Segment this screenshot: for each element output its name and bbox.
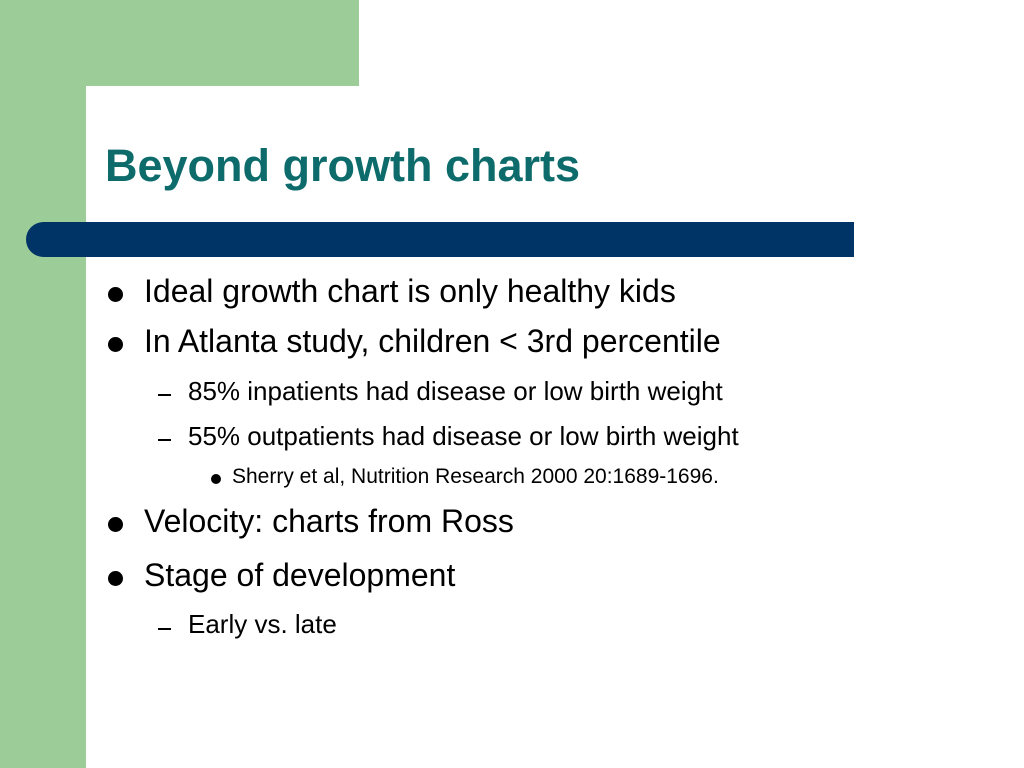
bullet-item: Velocity: charts from Ross — [144, 503, 514, 539]
bullet-dot-icon — [108, 337, 123, 352]
bullet-dot-icon — [108, 287, 123, 302]
sub-sub-bullet-dot-icon — [211, 474, 221, 484]
title-underline-bar — [26, 222, 854, 257]
content-panel — [86, 86, 1024, 768]
bullet-dot-icon — [108, 517, 123, 532]
bullet-item: In Atlanta study, children < 3rd percent… — [144, 323, 721, 359]
sub-bullet-item: Early vs. late — [188, 609, 337, 639]
sub-bullet-dash-icon — [158, 394, 171, 396]
sub-sub-bullet-item: Sherry et al, Nutrition Research 2000 20… — [232, 465, 719, 488]
sub-bullet-dash-icon — [158, 628, 171, 630]
bullet-dot-icon — [108, 571, 123, 586]
sub-bullet-item: 55% outpatients had disease or low birth… — [188, 421, 739, 451]
sub-bullet-dash-icon — [158, 439, 171, 441]
green-accent-left — [0, 0, 86, 768]
sub-bullet-item: 85% inpatients had disease or low birth … — [188, 376, 723, 406]
bullet-item: Ideal growth chart is only healthy kids — [144, 273, 676, 309]
slide-title: Beyond growth charts — [105, 140, 581, 191]
bullet-item: Stage of development — [144, 557, 456, 593]
